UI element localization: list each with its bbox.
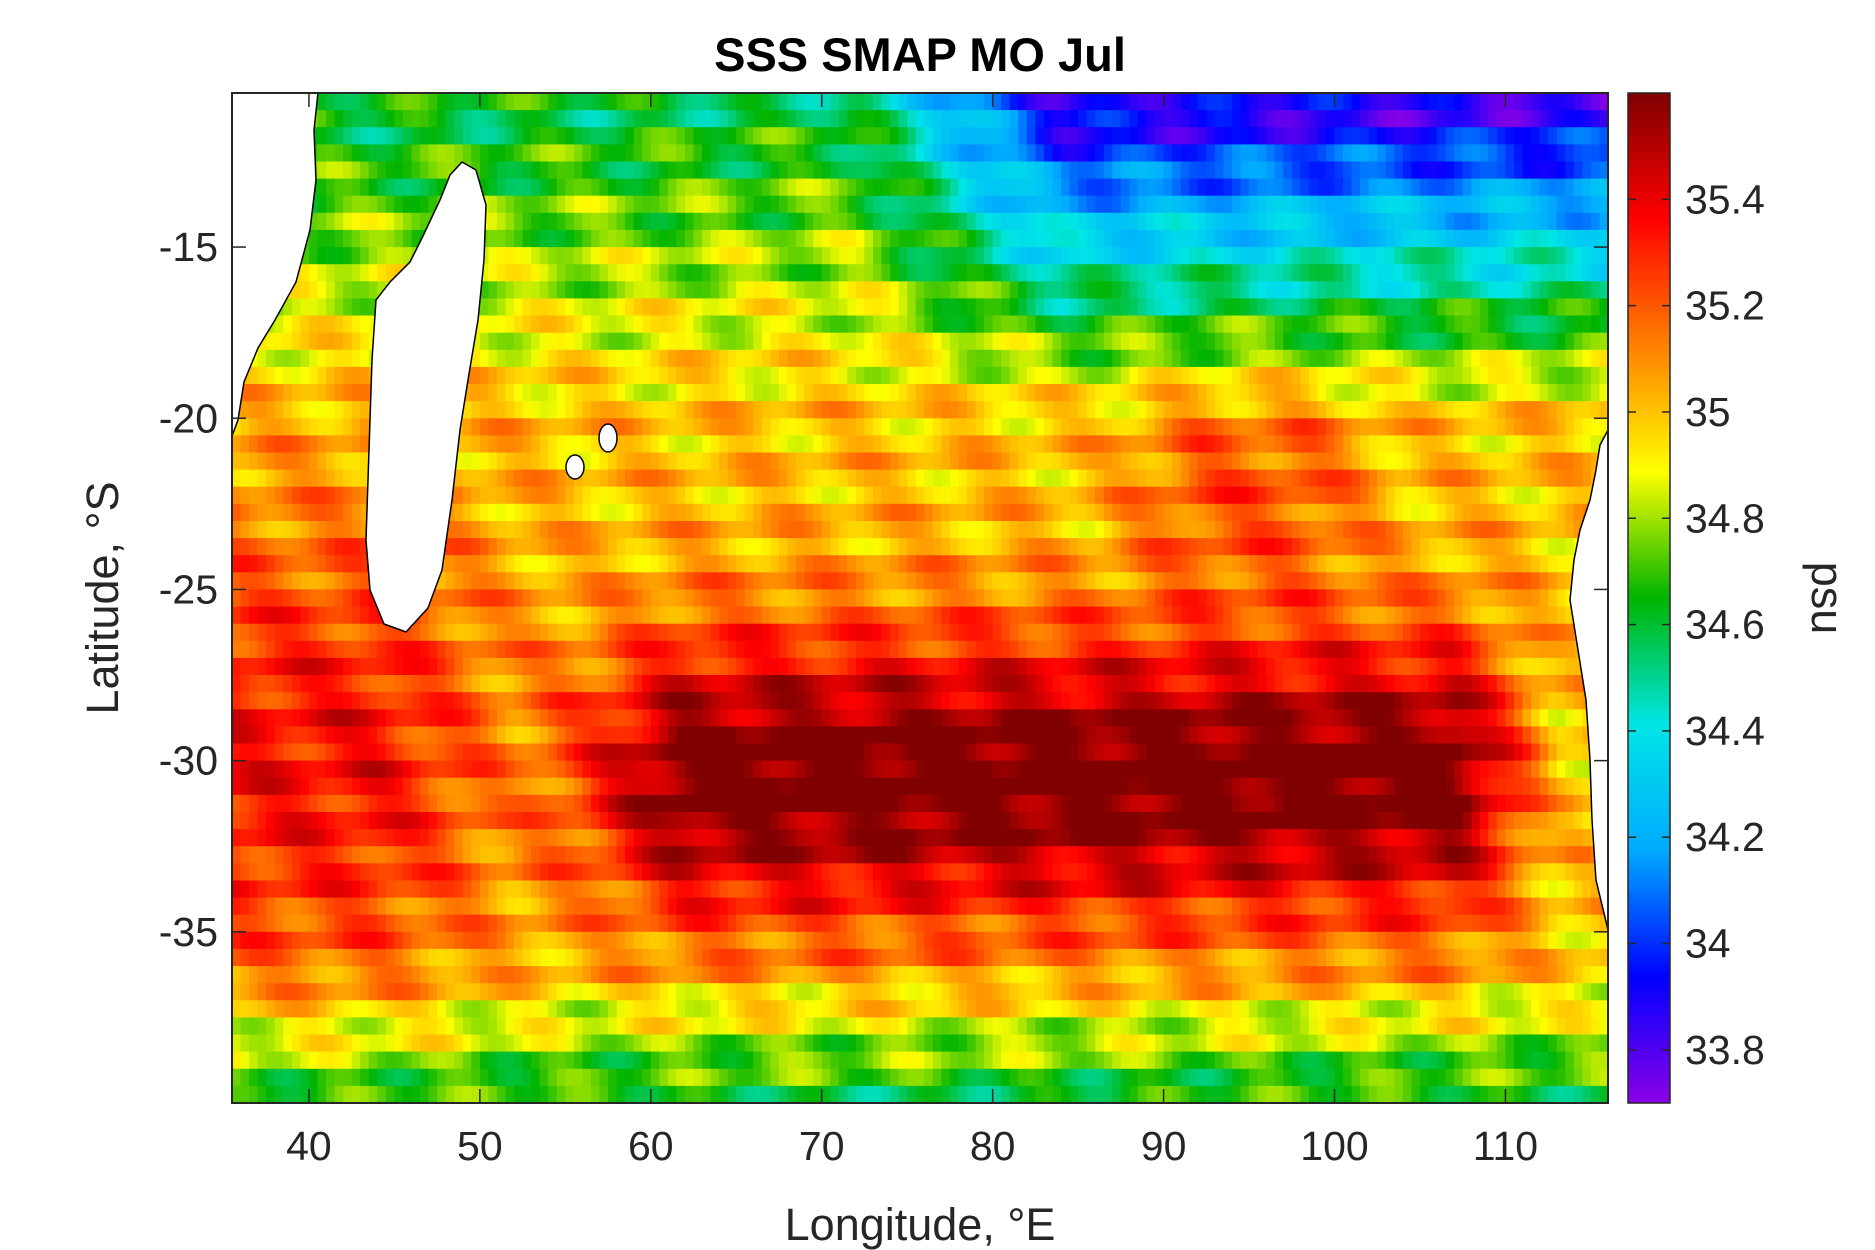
mauritius-island [598, 423, 618, 453]
colorbar-label: psu [1802, 562, 1853, 635]
colorbar-tick-label: 34 [1685, 921, 1731, 967]
y-tick-label: -15 [159, 224, 218, 270]
colorbar-tick-label: 35 [1685, 389, 1731, 435]
y-axis-label: Latitude, °S [77, 481, 128, 714]
y-tick-label: -25 [159, 566, 218, 612]
x-tick-label: 70 [799, 1123, 845, 1169]
x-tick-label: 40 [286, 1123, 332, 1169]
colorbar-tick-label: 35.4 [1685, 176, 1765, 222]
y-axis-ticks: -15 -20 -25 -30 -35 [159, 224, 1608, 955]
x-tick-label: 50 [457, 1123, 503, 1169]
x-tick-label: 80 [970, 1123, 1016, 1169]
x-tick-label: 60 [628, 1123, 674, 1169]
colorbar [1627, 92, 1671, 1104]
x-axis-ticks: 40 50 60 70 80 90 100 110 [286, 93, 1538, 1169]
colorbar-tick-label: 34.4 [1685, 708, 1765, 754]
chart-title: SSS SMAP MO Jul [714, 28, 1126, 81]
plot-frame [231, 92, 1609, 1104]
madagascar-island [365, 161, 487, 633]
australia-landmass [1569, 429, 1608, 931]
colorbar-tick-label: 35.2 [1685, 283, 1765, 329]
y-tick-label: -30 [159, 738, 218, 784]
land-layer [232, 93, 1608, 931]
colorbar-tick-label: 34.8 [1685, 495, 1765, 541]
colorbar-tick-label: 33.8 [1685, 1027, 1765, 1073]
y-tick-label: -35 [159, 909, 218, 955]
colorbar-ticks: 35.4 35.2 35 34.8 34.6 34.4 34.2 34 33.8 [1628, 176, 1765, 1073]
x-tick-label: 90 [1141, 1123, 1187, 1169]
colorbar-tick-label: 34.2 [1685, 814, 1765, 860]
x-tick-label: 110 [1473, 1123, 1538, 1169]
africa-landmass [232, 93, 319, 437]
x-axis-label: Longitude, °E [785, 1199, 1056, 1250]
x-tick-label: 100 [1300, 1123, 1368, 1169]
reunion-island [565, 454, 585, 480]
colorbar-tick-label: 34.6 [1685, 602, 1765, 648]
y-tick-label: -20 [159, 395, 218, 441]
